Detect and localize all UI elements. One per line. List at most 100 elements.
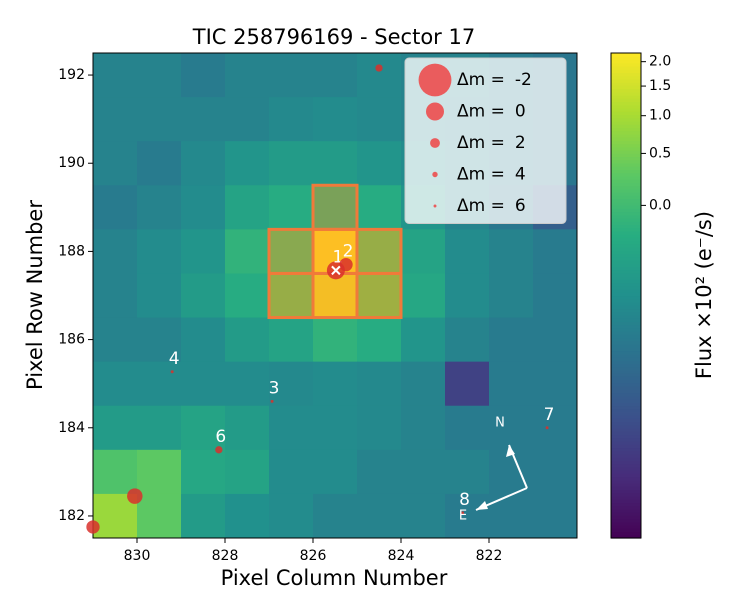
colorbar-slice xyxy=(611,321,641,326)
colorbar-slice xyxy=(611,98,641,103)
aperture-pixel xyxy=(267,227,315,275)
colorbar-slice xyxy=(611,441,641,445)
pixel xyxy=(357,317,402,363)
colorbar-slice xyxy=(611,528,641,533)
colorbar-slice xyxy=(611,502,641,507)
legend-value: 4 xyxy=(515,165,526,185)
colorbar-slice xyxy=(611,408,641,413)
pixel xyxy=(269,53,314,98)
pixel xyxy=(489,317,534,363)
colorbar-slice xyxy=(611,298,641,303)
pixel xyxy=(225,273,270,319)
colorbar-slice xyxy=(611,308,641,313)
colorbar-slice xyxy=(611,489,641,494)
legend-prefix: Δm = xyxy=(457,70,505,90)
colorbar-slice xyxy=(611,314,641,319)
colorbar-slice xyxy=(611,192,641,196)
colorbar-slice xyxy=(611,534,641,539)
colorbar-slice xyxy=(611,515,641,520)
star-label: 3 xyxy=(269,378,280,398)
pixel xyxy=(93,273,138,319)
colorbar-slice xyxy=(611,208,641,213)
star xyxy=(215,446,223,454)
colorbar-slice xyxy=(611,356,641,361)
star xyxy=(170,370,174,374)
colorbar-slice xyxy=(611,450,641,455)
colorbar-slice xyxy=(611,185,641,190)
pixel xyxy=(357,53,402,98)
star-label: 4 xyxy=(169,349,180,369)
colorbar-slice xyxy=(611,444,641,449)
colorbar-slice xyxy=(611,272,641,277)
colorbar-slice xyxy=(611,405,641,410)
pixel xyxy=(533,229,578,274)
colorbar-slice xyxy=(611,124,641,128)
pixel xyxy=(93,449,138,495)
colorbar-slice xyxy=(611,56,641,61)
pixel xyxy=(181,317,226,363)
colorbar-slice xyxy=(611,428,641,432)
colorbar-slice xyxy=(611,256,641,261)
legend-label: Δm = -2 xyxy=(457,70,532,90)
pixel xyxy=(445,405,490,451)
colorbar-slice xyxy=(611,518,641,523)
pixel xyxy=(401,361,446,407)
colorbar-slice xyxy=(611,117,641,122)
colorbar-slice xyxy=(611,301,641,306)
colorbar-slice xyxy=(611,418,641,423)
chart-title: TIC 258796169 - Sector 17 xyxy=(192,25,475,49)
colorbar-slice xyxy=(611,495,641,500)
star-label: 7 xyxy=(544,405,555,425)
colorbar-tick-label: 0.0 xyxy=(649,197,671,213)
pixel xyxy=(313,97,358,142)
colorbar-slice xyxy=(611,305,641,310)
colorbar-slice xyxy=(611,269,641,274)
colorbar-slice xyxy=(611,195,641,200)
star xyxy=(545,426,549,430)
colorbar-slice xyxy=(611,421,641,426)
colorbar-slice xyxy=(611,424,641,429)
pixel xyxy=(533,449,578,495)
pixel xyxy=(137,229,182,274)
colorbar-slice xyxy=(611,331,641,335)
x-tick-label: 822 xyxy=(476,548,503,564)
pixel xyxy=(93,141,138,186)
pixel xyxy=(401,405,446,451)
colorbar-slice xyxy=(611,78,641,83)
colorbar-slice xyxy=(611,350,641,355)
colorbar-slice xyxy=(611,169,641,174)
colorbar-slice xyxy=(611,525,641,529)
y-tick-label: 190 xyxy=(58,155,85,171)
pixel xyxy=(489,229,534,274)
pixel xyxy=(225,361,270,407)
colorbar-slice xyxy=(611,318,641,322)
pixel xyxy=(533,405,578,451)
aperture-pixel xyxy=(311,271,359,320)
colorbar-slice xyxy=(611,65,641,70)
legend-marker xyxy=(430,138,440,148)
pixel xyxy=(533,317,578,363)
legend-label: Δm = 6 xyxy=(457,196,526,216)
colorbar-slice xyxy=(611,95,641,99)
pixel xyxy=(181,97,226,142)
x-tick-label: 824 xyxy=(388,548,415,564)
pixel xyxy=(137,273,182,319)
legend-box xyxy=(404,57,567,224)
pixel xyxy=(357,185,402,230)
colorbar-slice xyxy=(611,59,641,64)
legend-value: 0 xyxy=(515,102,526,122)
colorbar-slice xyxy=(611,259,641,264)
star xyxy=(127,488,143,504)
colorbar-slice xyxy=(611,276,641,280)
star xyxy=(375,64,383,72)
star xyxy=(461,511,465,515)
colorbar-slice xyxy=(611,143,641,148)
colorbar-slice xyxy=(611,211,641,216)
colorbar-slice xyxy=(611,282,641,287)
colorbar-slice xyxy=(611,230,641,235)
colorbar-slice xyxy=(611,247,641,251)
x-axis-label: Pixel Column Number xyxy=(221,566,448,590)
colorbar-slice xyxy=(611,479,641,484)
x-tick-label: 826 xyxy=(300,548,327,564)
